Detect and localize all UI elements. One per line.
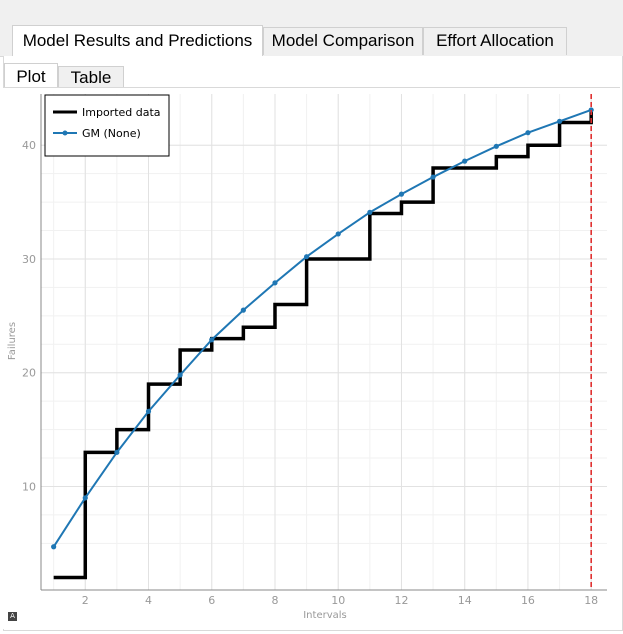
y-tick-label: 10 <box>22 480 36 493</box>
plot-area: 2 4 6 8 10 12 14 16 18 10 20 30 40 Intervals Failure… <box>3 87 620 629</box>
view-tab-bar: Plot Table <box>3 62 620 90</box>
x-tick-label: 10 <box>331 594 345 607</box>
gm-data-point <box>367 209 373 215</box>
gm-data-point <box>209 337 215 343</box>
y-tick-label: 40 <box>22 139 36 152</box>
x-tick-label: 8 <box>271 594 278 607</box>
gm-data-point <box>82 495 88 501</box>
tab-model-results[interactable]: Model Results and Predictions <box>12 25 263 56</box>
gm-data-point <box>145 408 152 414</box>
x-tick-label: 2 <box>82 594 89 607</box>
gm-data-point <box>304 254 310 260</box>
gm-data-point <box>430 174 436 180</box>
x-tick-label: 6 <box>208 594 215 607</box>
tab-table[interactable]: Table <box>58 66 124 90</box>
gm-data-point <box>398 191 405 197</box>
axes <box>40 94 607 591</box>
tab-plot[interactable]: Plot <box>4 63 58 90</box>
y-tick-label: 30 <box>22 253 36 266</box>
x-tick-label: 4 <box>145 594 152 607</box>
tab-effort-allocation[interactable]: Effort Allocation <box>423 27 567 55</box>
y-tick-label: 20 <box>22 367 36 380</box>
legend: Imported data GM (None) <box>44 94 170 157</box>
tab-model-comparison[interactable]: Model Comparison <box>263 27 423 55</box>
gm-data-point <box>462 158 468 164</box>
gm-data-point <box>588 107 594 113</box>
gm-data-point <box>240 307 246 313</box>
x-tick-label: 16 <box>521 594 535 607</box>
failures-chart[interactable]: 2 4 6 8 10 12 14 16 18 10 20 30 40 Intervals Failure… <box>3 88 620 629</box>
legend-label-gm: GM (None) <box>82 127 141 140</box>
gm-data-point <box>51 544 57 550</box>
gm-data-point <box>335 231 341 237</box>
x-tick-label: 12 <box>394 594 408 607</box>
legend-label-imported: Imported data <box>82 106 161 119</box>
gm-data-point <box>556 118 563 124</box>
main-tab-bar: Model Results and Predictions Model Comp… <box>0 0 623 57</box>
gm-data-point <box>177 372 183 378</box>
gm-series-line <box>52 108 592 548</box>
gm-data-point <box>525 130 531 136</box>
tick-labels: 2 4 6 8 10 12 14 16 18 10 20 30 40 <box>22 139 598 607</box>
x-tick-label: 18 <box>584 594 598 607</box>
y-axis-label: Failures <box>7 322 18 360</box>
legend-marker-gm <box>62 130 68 136</box>
legend-box <box>44 94 170 157</box>
x-axis-label: Intervals <box>303 610 347 621</box>
gm-data-point <box>272 280 278 286</box>
gm-data-point <box>114 449 120 455</box>
font-icon[interactable]: A <box>8 612 17 621</box>
grid <box>41 94 607 590</box>
series-marks <box>51 94 594 590</box>
x-tick-label: 14 <box>458 594 472 607</box>
gm-data-point <box>493 143 499 149</box>
